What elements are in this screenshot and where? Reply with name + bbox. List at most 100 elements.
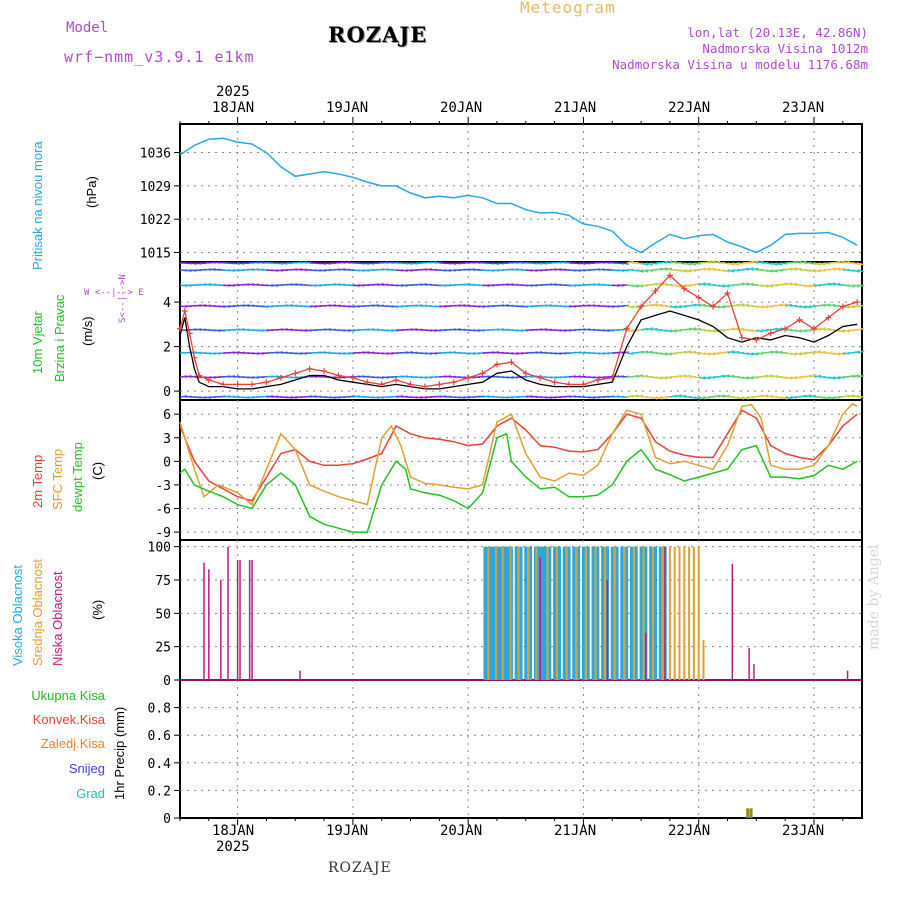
wind-barb [765,350,774,354]
wind-gust-marker [292,370,299,377]
wind-barb [631,394,639,398]
top-day-22jan: 22JAN [668,100,711,116]
precip-conv-label: Konvek.Kisa [32,712,105,727]
wind-gust-marker [186,330,193,337]
panel-frame [179,679,863,819]
wind-barb [636,394,644,398]
wind-gust-marker [450,379,457,386]
wind-barb [684,350,692,354]
wind-barb [708,376,716,379]
wind-barb [756,305,764,309]
wind-barb [828,303,836,307]
wind-barb [703,260,711,264]
model-value: wrf−nmm_v3.9.1 e1km [64,48,255,66]
wind-barb [626,260,634,264]
wind-barb [660,396,668,399]
wind-barb [674,394,682,398]
wind-barb [746,396,754,399]
wind-barb [703,282,711,286]
wind-barb [775,262,783,266]
wind-barb [674,284,682,288]
wind-barb [727,269,735,273]
wind-barb [852,269,860,273]
wind-barb [813,262,822,266]
wind-barb [736,327,745,331]
wind-barb [799,329,807,333]
bottom-day-21jan: 21JAN [554,823,597,839]
wind-barb [813,374,822,378]
wind-barb [741,396,750,400]
wind-gust-marker [609,374,616,381]
wind-barb [741,282,750,286]
wind-barb [852,394,860,398]
wind-barb [645,350,654,354]
wind-barb [842,260,850,264]
wind-gust-marker [364,379,371,386]
wind-barb [842,394,850,398]
wind-gust-marker [436,381,443,388]
wind-barb [789,267,798,271]
wind-barb [664,260,673,264]
wind-barb [828,267,836,271]
wind-barb [857,284,865,287]
wind-barb [722,350,730,354]
y-tick-label: 0.8 [148,702,171,717]
wind-barb [804,374,812,378]
wind-gust-marker [335,372,342,379]
wind-barb [712,394,721,398]
y-tick-label: 75 [155,574,171,589]
wind-barb [746,260,754,264]
wind-gust-marker [681,285,688,292]
wind-gust-marker [220,381,227,388]
wind-barb [809,394,817,398]
wind-gust-marker [277,374,284,381]
wind-barb [741,303,750,307]
wind-barb [780,303,788,307]
wind-barb [688,350,697,354]
wind-barb [698,282,706,286]
wind-barb [722,269,730,273]
y-tick-label: 0.2 [148,784,171,799]
y-tick-label: 100 [148,541,171,556]
wind-barb [708,329,716,333]
wind-barb [828,282,836,286]
wind-barb [833,282,841,286]
wind-barb [727,350,735,354]
station-elevation: Nadmorska Visina 1012m [702,41,868,56]
wind-barb [770,350,778,354]
wind-barb [640,327,649,331]
wind-barb [636,374,644,378]
wind-barb [818,327,826,331]
precip-hail-label: Grad [76,786,105,801]
wind-barb [823,262,831,265]
wind-barb [732,262,740,266]
wind-barb [688,269,697,272]
wind-barb [847,284,855,288]
wind-barb [818,262,826,266]
wind-barb [669,394,678,398]
wind-barb [664,267,673,271]
wind-barb [631,305,639,309]
wind-barb [660,267,668,271]
meteogram-subtitle: Meteogram [520,0,616,17]
wind-barb [698,267,706,271]
precip-total-label: Ukupna Kisa [31,688,105,703]
model-label: Model [66,20,109,36]
wind-gust-marker [522,370,529,377]
bottom-year-label: 2025 [216,839,250,855]
wind-barb [828,376,836,380]
wind-barb [760,394,769,398]
wind-barb [799,352,807,355]
wind-barb [669,329,678,333]
y-tick-label: 1015 [140,246,171,261]
wind-gust-marker [551,379,558,386]
wind-barb [813,284,822,287]
wind-barb [857,304,865,307]
wind-barb [650,303,658,307]
wind-barb [837,352,846,356]
wind-gust-marker [421,383,428,390]
wind-gust-marker [321,368,328,375]
wind-barb [640,374,649,378]
wind-barb [655,303,663,307]
y-tick-label: 0 [163,385,171,400]
